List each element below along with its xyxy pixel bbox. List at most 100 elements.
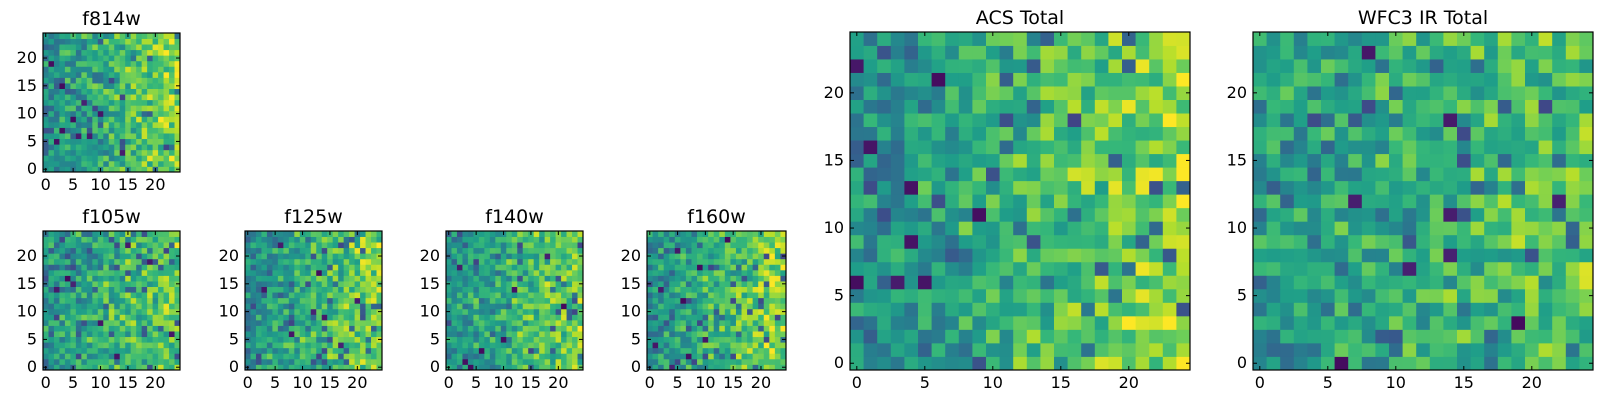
heatmap-cell — [1497, 288, 1512, 303]
heatmap-cell — [972, 45, 987, 60]
heatmap-cell — [1443, 153, 1458, 168]
heatmap-cell — [1266, 99, 1281, 114]
heatmap-cell — [1497, 194, 1512, 209]
heatmap-cell — [125, 121, 132, 128]
heatmap-cell — [103, 236, 110, 243]
heatmap-cell — [64, 286, 71, 293]
heatmap-cell — [75, 33, 82, 39]
heatmap-cell — [467, 331, 474, 338]
heatmap-cell — [163, 138, 170, 145]
heatmap-cell — [752, 314, 759, 321]
heatmap-cell — [763, 364, 770, 371]
heatmap-cell — [130, 258, 137, 265]
heatmap-cell — [130, 331, 137, 338]
heatmap-cell — [1375, 302, 1390, 317]
heatmap-cell — [774, 358, 781, 365]
heatmap-cell — [43, 144, 49, 151]
heatmap-cell — [1176, 329, 1191, 344]
heatmap-cell — [774, 319, 781, 326]
heatmap-cell — [1176, 261, 1191, 276]
heatmap-cell — [572, 319, 578, 326]
heatmap-cell — [752, 292, 759, 299]
heatmap-cell — [108, 88, 115, 95]
heatmap-cell — [550, 242, 556, 249]
heatmap-cell — [945, 86, 960, 100]
heatmap-cell — [1108, 86, 1123, 100]
heatmap-cell — [169, 99, 175, 106]
heatmap-cell — [310, 303, 317, 310]
heatmap-cell — [169, 364, 175, 371]
heatmap-cell — [365, 342, 372, 349]
heatmap-cell — [972, 59, 987, 73]
heatmap-cell — [365, 297, 372, 304]
heatmap-cell — [708, 242, 715, 249]
heatmap-cell — [877, 113, 892, 128]
heatmap-cell — [555, 247, 562, 254]
heatmap-cell — [972, 329, 987, 344]
heatmap-cell — [697, 353, 703, 360]
heatmap-cell — [255, 319, 262, 326]
heatmap-cell — [86, 77, 93, 84]
heatmap-cell — [261, 286, 268, 293]
heatmap-cell — [1266, 342, 1281, 357]
heatmap-cell — [48, 116, 55, 123]
heatmap-cell — [741, 353, 748, 360]
heatmap-cell — [48, 314, 55, 321]
heatmap-cell — [539, 353, 546, 360]
heatmap-cell — [299, 264, 306, 271]
heatmap-cell — [1081, 180, 1096, 195]
heatmap-cell — [484, 342, 491, 349]
heatmap-cell — [1525, 329, 1539, 344]
heatmap-cell — [1443, 32, 1458, 46]
heatmap-cell — [70, 325, 77, 332]
heatmap-cell — [456, 292, 463, 299]
heatmap-cell — [92, 353, 99, 360]
heatmap-cell — [119, 319, 126, 326]
heatmap-cell — [555, 308, 562, 315]
heatmap-cell — [1525, 167, 1539, 182]
heatmap-cell — [1416, 153, 1431, 168]
heatmap-cell — [163, 281, 170, 287]
heatmap-cell — [272, 258, 279, 265]
heatmap-cell — [349, 342, 355, 349]
heatmap-cell — [863, 45, 878, 60]
heatmap-cell — [945, 248, 960, 263]
heatmap-cell — [136, 231, 143, 237]
heatmap-cell — [1497, 32, 1512, 46]
heatmap-cell — [43, 358, 49, 365]
heatmap-cell — [1457, 194, 1471, 209]
heatmap-cell — [931, 126, 946, 141]
heatmap-cell — [158, 121, 164, 128]
heatmap-cell — [261, 308, 268, 315]
heatmap-cell — [64, 236, 71, 243]
heatmap-cell — [64, 264, 71, 271]
heatmap-cell — [147, 38, 153, 45]
heatmap-cell — [511, 231, 518, 237]
heatmap-cell — [125, 347, 132, 354]
heatmap-cell — [354, 264, 361, 271]
heatmap-cell — [70, 38, 77, 45]
heatmap-cell — [1094, 180, 1109, 195]
heatmap-cell — [986, 153, 1000, 168]
heatmap-cell — [1565, 302, 1580, 317]
heatmap-cell — [371, 336, 377, 343]
heatmap-cell — [958, 59, 973, 73]
heatmap-cell — [86, 281, 93, 287]
heatmap-cell — [697, 242, 703, 249]
heatmap-cell — [533, 308, 540, 315]
heatmap-cell — [119, 83, 126, 89]
heatmap-cell — [53, 49, 60, 56]
heatmap-cell — [1565, 356, 1580, 371]
heatmap-cell — [1013, 207, 1028, 222]
heatmap-cell — [863, 288, 878, 303]
heatmap-cell — [169, 308, 175, 315]
heatmap-cell — [674, 275, 681, 282]
heatmap-cell — [647, 236, 653, 243]
heatmap-cell — [506, 336, 513, 343]
heatmap-cell — [1266, 32, 1281, 46]
heatmap-cell — [658, 353, 665, 360]
heatmap-cell — [1443, 342, 1458, 357]
heatmap-cell — [774, 353, 781, 360]
heatmap-cell — [774, 292, 781, 299]
heatmap-cell — [456, 347, 463, 354]
